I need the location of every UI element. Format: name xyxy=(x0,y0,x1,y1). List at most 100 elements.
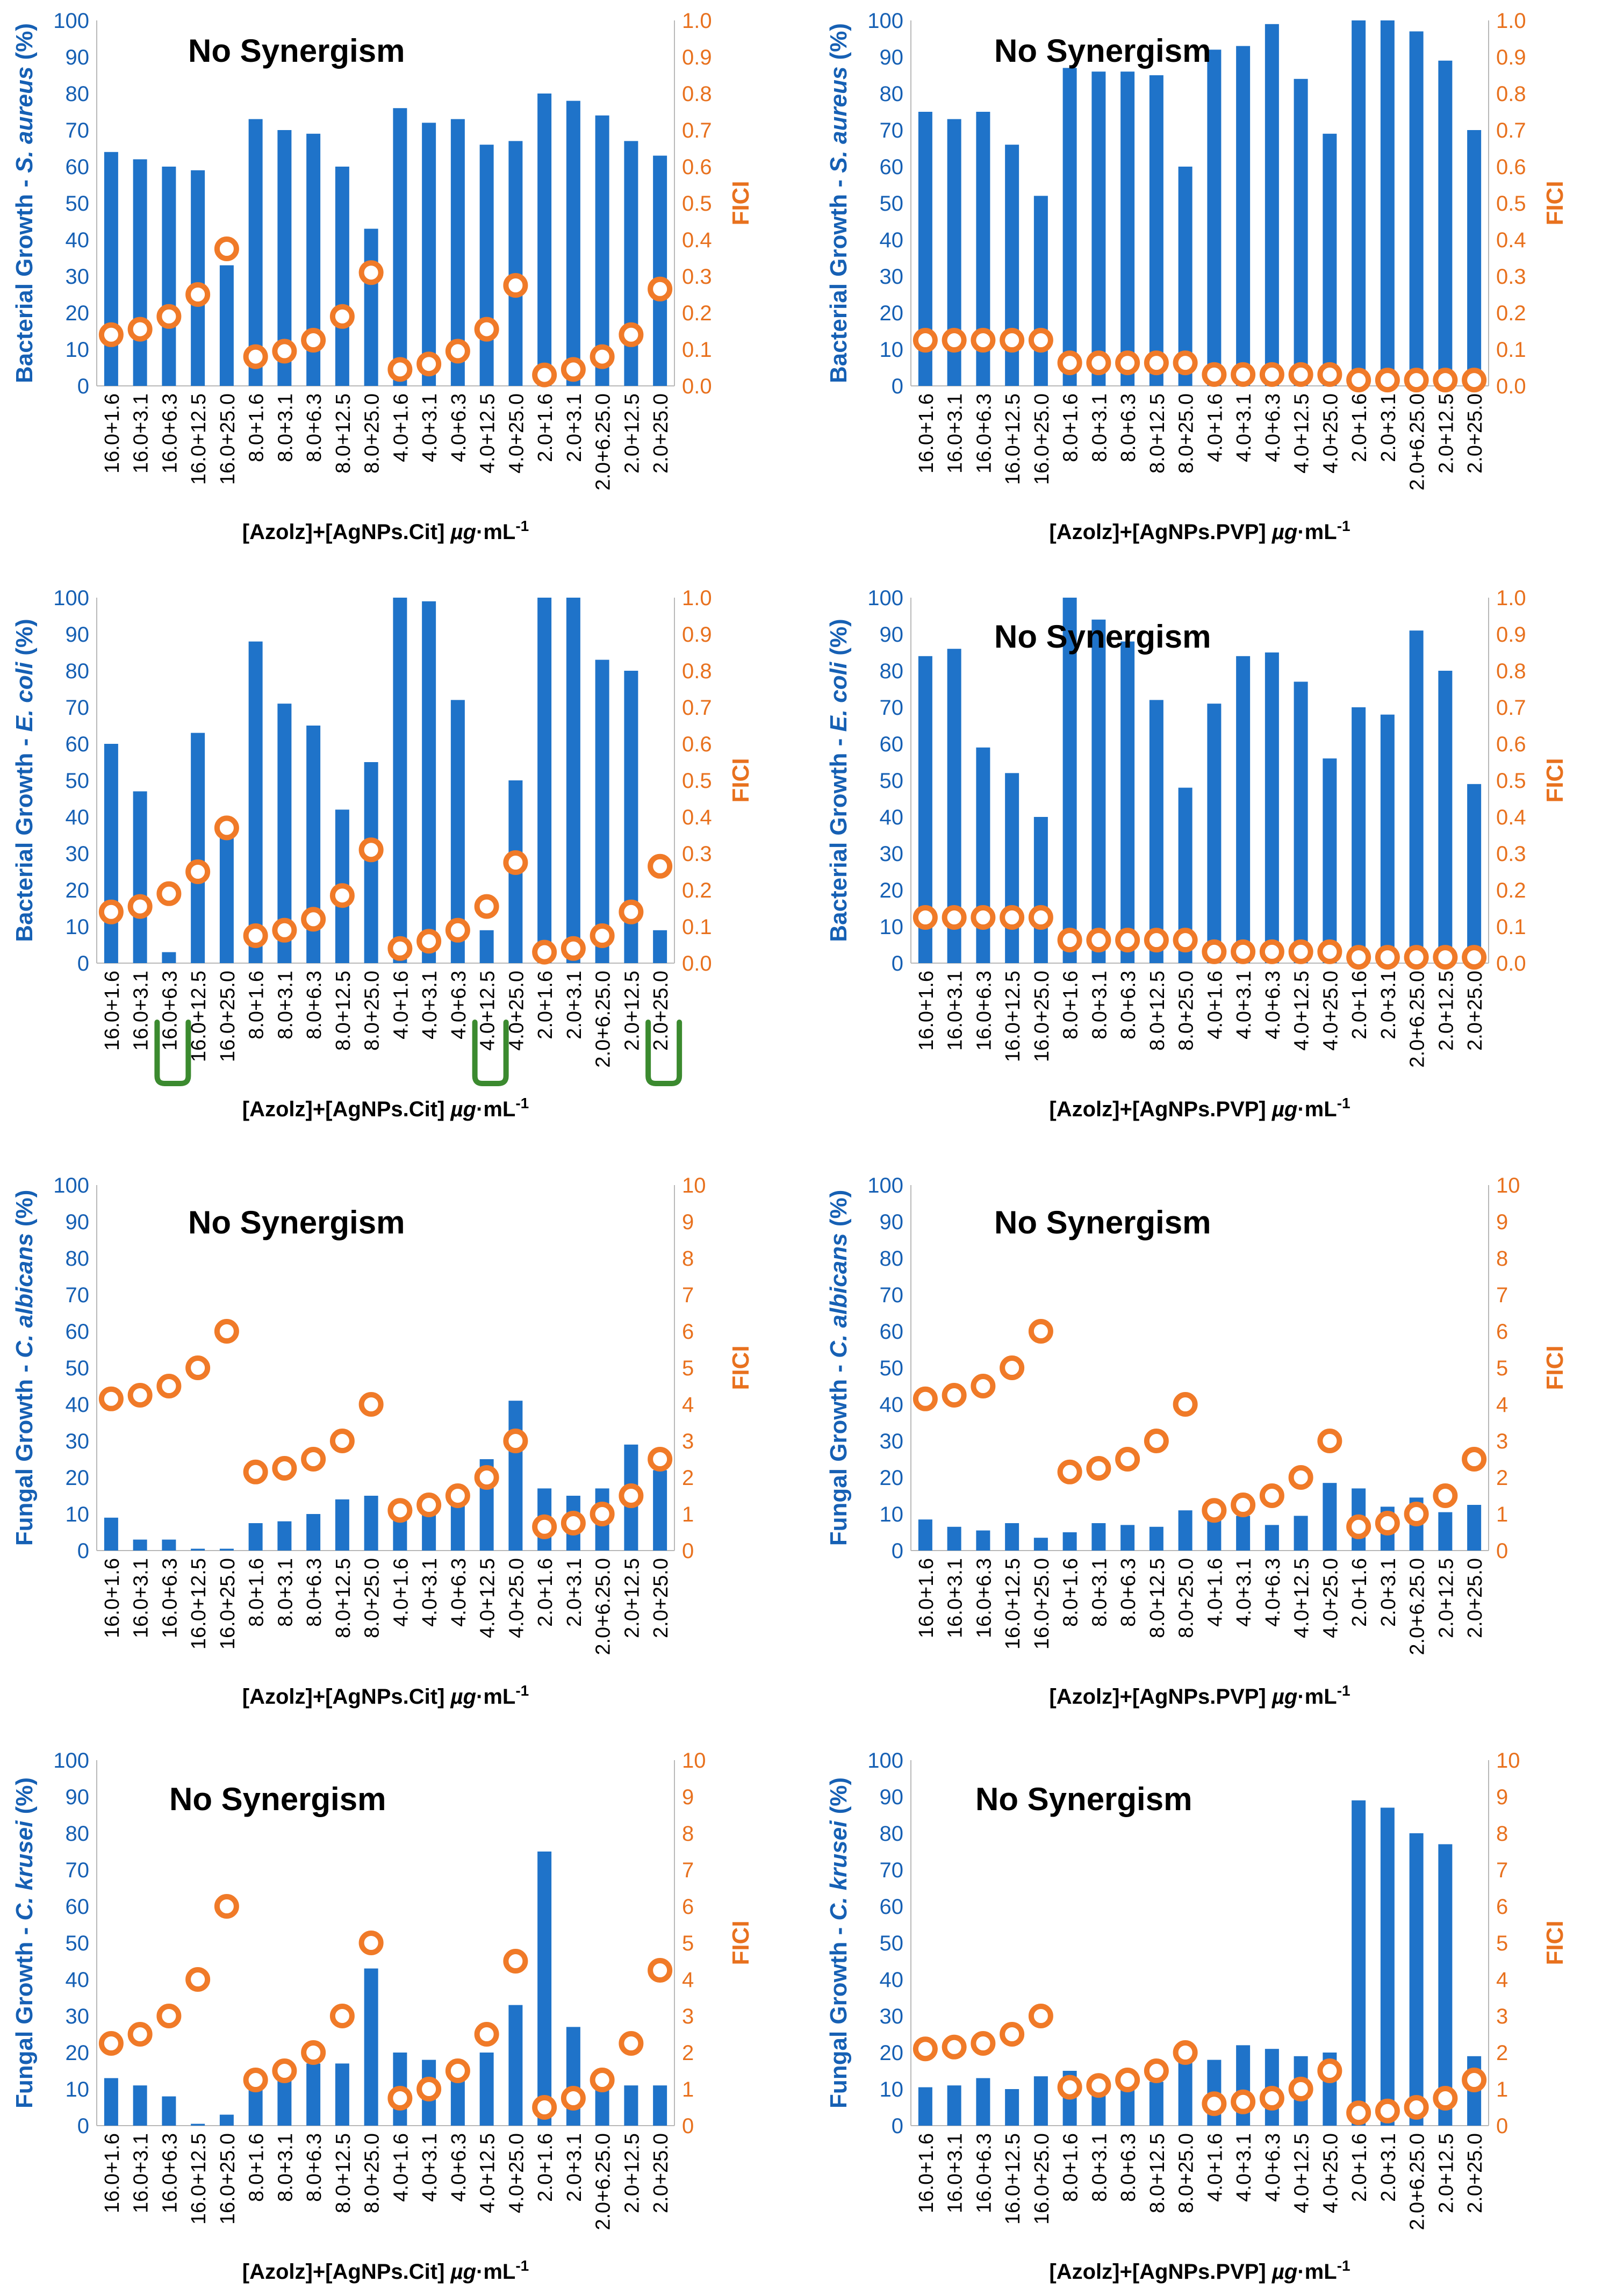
fici-point xyxy=(1433,1483,1458,1508)
y2-tick-label: 0.6 xyxy=(1496,733,1526,756)
fici-point xyxy=(185,1967,211,1992)
y2-tick-label: 4 xyxy=(682,1393,694,1417)
fici-point xyxy=(1462,1447,1487,1472)
y-tick-label: 60 xyxy=(66,733,90,756)
y2-tick-label: 3 xyxy=(682,2005,694,2028)
growth-bar xyxy=(653,2085,667,2126)
fici-point xyxy=(474,894,499,919)
y2-tick-label: 5 xyxy=(682,1932,694,1955)
growth-bar xyxy=(1091,1523,1106,1551)
y-axis-label: Bacterial Growth - S. aureus (%) xyxy=(11,23,38,383)
y-tick-label: 80 xyxy=(880,1822,904,1846)
x-tick-label: 2.0+12.5 xyxy=(621,393,643,473)
y2-tick-label: 9 xyxy=(1496,1210,1508,1234)
fici-point xyxy=(1288,1465,1313,1490)
growth-bar xyxy=(1005,773,1019,963)
growth-bar xyxy=(1178,1510,1192,1551)
x-tick-label: 2.0+6.25.0 xyxy=(592,2133,615,2230)
fici-point xyxy=(1375,945,1400,970)
x-tick-label: 2.0+12.5 xyxy=(621,971,643,1051)
y-tick-label: 0 xyxy=(892,2114,903,2138)
x-tick-label: 4.0+12.5 xyxy=(477,1558,499,1638)
growth-bar xyxy=(1380,714,1395,963)
fici-point xyxy=(1259,2086,1284,2111)
x-tick-label: 4.0+12.5 xyxy=(1291,1558,1313,1638)
growth-bar xyxy=(1409,1833,1424,2126)
x-axis-label: [Azolz]+[AgNPs.Cit] µg·mL-1 xyxy=(242,1682,529,1709)
y-tick-label: 20 xyxy=(66,879,90,902)
y2-tick-label: 0.5 xyxy=(682,192,712,216)
growth-bar xyxy=(1352,707,1366,963)
x-tick-label: 4.0+25.0 xyxy=(505,393,528,473)
fici-point xyxy=(1346,368,1371,393)
growth-bar xyxy=(1323,758,1337,963)
x-tick-label: 4.0+25.0 xyxy=(505,1558,528,1638)
y2-tick-label: 8 xyxy=(682,1247,694,1271)
growth-bar xyxy=(624,2085,638,2126)
y2-tick-label: 0.7 xyxy=(1496,696,1526,720)
y-tick-label: 50 xyxy=(66,1357,90,1380)
x-tick-label: 2.0+12.5 xyxy=(1435,393,1457,473)
growth-bar xyxy=(1091,71,1106,386)
x-tick-label: 2.0+1.6 xyxy=(1348,971,1371,1039)
chart-panel-p4: 0 10 20 30 40 50 60 70 80 90 100 0.0 0.1 0.2 0.3 0.4 0.5… xyxy=(825,586,1568,1121)
fici-point xyxy=(1375,2098,1400,2123)
y2-tick-label: 5 xyxy=(1496,1932,1508,1955)
y-tick-label: 30 xyxy=(66,265,90,289)
x-axis-label: [Azolz]+[AgNPs.PVP] µg·mL-1 xyxy=(1049,2257,1350,2284)
growth-bar xyxy=(248,119,263,386)
y-tick-label: 60 xyxy=(66,1895,90,1919)
x-tick-label: 4.0+12.5 xyxy=(1291,393,1313,473)
fici-point xyxy=(1057,1459,1082,1484)
x-tick-label: 8.0+12.5 xyxy=(332,971,355,1051)
y-tick-label: 30 xyxy=(880,842,904,866)
x-tick-label: 2.0+6.25.0 xyxy=(592,971,615,1068)
fici-point xyxy=(98,322,124,347)
growth-bar xyxy=(947,1526,961,1551)
x-tick-label: 4.0+25.0 xyxy=(1319,2133,1342,2213)
x-tick-label: 2.0+3.1 xyxy=(1377,393,1400,462)
fici-point xyxy=(913,1386,938,1411)
y-tick-label: 100 xyxy=(867,9,903,33)
x-tick-label: 2.0+1.6 xyxy=(1348,2133,1371,2202)
fici-point xyxy=(1144,928,1169,953)
y-tick-label: 100 xyxy=(53,1749,89,1773)
y2-axis-label: FICI xyxy=(1542,1920,1568,1965)
fici-point xyxy=(648,853,673,879)
y2-tick-label: 0.7 xyxy=(1496,119,1526,142)
y-tick-label: 20 xyxy=(66,302,90,325)
growth-bar xyxy=(1207,49,1222,386)
y-tick-label: 100 xyxy=(867,1174,903,1197)
x-tick-label: 16.0+3.1 xyxy=(130,1558,153,1638)
x-tick-label: 16.0+12.5 xyxy=(1002,971,1024,1062)
fici-point xyxy=(1202,2091,1227,2116)
y-tick-label: 100 xyxy=(53,586,89,610)
synergy-marker xyxy=(154,1020,191,1086)
x-tick-label: 2.0+6.25.0 xyxy=(592,393,615,491)
y2-tick-label: 7 xyxy=(682,1859,694,1882)
x-tick-label: 4.0+3.1 xyxy=(419,971,441,1039)
fici-point xyxy=(1086,2073,1111,2098)
x-tick-label: 16.0+1.6 xyxy=(101,2133,124,2213)
fici-point xyxy=(590,344,615,369)
y2-tick-label: 0.8 xyxy=(682,82,712,106)
y-tick-label: 70 xyxy=(880,119,904,142)
x-tick-label: 16.0+12.5 xyxy=(1002,393,1024,485)
x-tick-label: 8.0+12.5 xyxy=(332,2133,355,2213)
fici-point xyxy=(503,273,528,298)
fici-point xyxy=(971,328,996,353)
y-tick-label: 10 xyxy=(880,915,904,939)
fici-point xyxy=(301,907,326,932)
growth-bar xyxy=(1005,1523,1019,1551)
x-tick-label: 2.0+12.5 xyxy=(621,2133,643,2213)
x-axis-label: [Azolz]+[AgNPs.PVP] µg·mL-1 xyxy=(1049,1682,1350,1709)
x-axis-label: [Azolz]+[AgNPs.Cit] µg·mL-1 xyxy=(242,2257,529,2284)
fici-point xyxy=(98,899,124,924)
fici-point xyxy=(127,1383,153,1408)
x-tick-label: 16.0+25.0 xyxy=(217,1558,239,1649)
growth-bar xyxy=(1265,24,1279,386)
fici-point xyxy=(1144,1429,1169,1453)
x-tick-label: 4.0+1.6 xyxy=(1204,2133,1226,2202)
x-tick-label: 16.0+25.0 xyxy=(217,393,239,485)
fici-point xyxy=(1317,939,1342,964)
